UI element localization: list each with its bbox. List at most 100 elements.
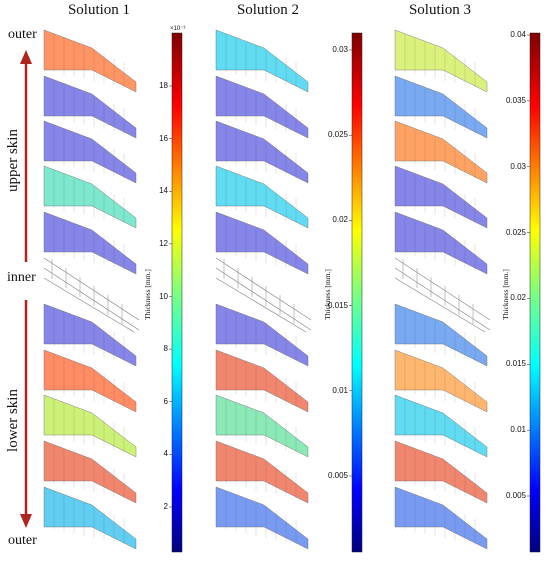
colorbar-tick-label: 0.04 [510, 30, 526, 39]
panel-surface [215, 349, 309, 413]
colorbar-2 [351, 32, 363, 553]
wing-panel-3-4 [394, 165, 488, 229]
panel-surface [43, 75, 137, 139]
colorbar-tick-label: 0.01 [510, 425, 526, 435]
panel-surface [394, 486, 488, 550]
colorbar-tick-label: 8 [163, 344, 168, 354]
panel-surface [215, 303, 309, 367]
panel-surface [394, 440, 488, 504]
wing-panel-1-8 [43, 349, 137, 413]
colorbar-tick-label: 4 [163, 449, 168, 459]
wing-panel-2-9 [215, 394, 309, 458]
label-outer-bottom: outer [8, 533, 37, 548]
colorbar-tick-label: 10 [159, 291, 168, 301]
wing-panel-1-3 [43, 120, 137, 184]
wing-panel-2-10 [215, 440, 309, 504]
colorbar-tick-label: 0.01 [332, 385, 348, 395]
label-outer-top: outer [8, 27, 37, 42]
panel-surface [215, 440, 309, 504]
wing-panel-2-3 [215, 120, 309, 184]
wing-panel-2-2 [215, 75, 309, 139]
wing-panel-1-2 [43, 75, 137, 139]
solution-1-title: Solution 1 [67, 2, 131, 18]
panel-surface [215, 29, 309, 93]
upper-arrow-head [20, 50, 32, 64]
mesh-lines [43, 257, 140, 333]
colorbar-exponent: ×10⁻³ [170, 26, 186, 32]
panel-surface [394, 394, 488, 458]
panel-surface [43, 440, 137, 504]
panel-surface [43, 303, 137, 367]
wing-panel-1-11 [43, 486, 137, 550]
wing-panel-1-4 [43, 165, 137, 229]
wing-panel-3-11 [394, 486, 488, 550]
colorbar-tick-label: 0.035 [505, 95, 526, 105]
panel-surface [394, 120, 488, 184]
wing-panel-2-11 [215, 486, 309, 550]
panel-surface [43, 394, 137, 458]
panel-surface [43, 349, 137, 413]
wing-panel-3-9 [394, 394, 488, 458]
colorbar-tick-label: 0.02 [332, 215, 348, 225]
colorbar-tick-label: 6 [163, 396, 168, 406]
wing-panel-1-7 [43, 303, 137, 367]
wing-panel-1-6 [43, 257, 140, 333]
panel-surface [43, 120, 137, 184]
colorbar-tick-label: 0.02 [510, 293, 526, 303]
wing-panel-3-7 [394, 303, 488, 367]
colorbar-tick-label: 0.03 [332, 45, 348, 54]
wing-panel-3-10 [394, 440, 488, 504]
wing-panel-3-3 [394, 120, 488, 184]
panel-surface [43, 165, 137, 229]
panel-surface [215, 75, 309, 139]
wing-panel-3-1 [394, 29, 488, 93]
wing-panel-3-6 [394, 257, 491, 333]
colorbar-tick-label: 0.005 [327, 471, 348, 480]
wing-panel-1-1 [43, 29, 137, 93]
colorbar-tick-label: 2 [163, 502, 168, 511]
mesh-lines [394, 257, 491, 333]
panel-surface [394, 211, 488, 275]
panel-surface [43, 486, 137, 550]
wing-panel-1-9 [43, 394, 137, 458]
mesh-lines [215, 257, 312, 333]
solution-2-title: Solution 2 [236, 2, 300, 18]
wing-panel-1-5 [43, 211, 137, 275]
colorbar-tick-label: 0.025 [505, 227, 526, 237]
panel-surface [394, 165, 488, 229]
panel-surface [43, 211, 137, 275]
colorbar-tick-label: 0.015 [505, 359, 526, 369]
wing-panel-3-8 [394, 349, 488, 413]
colorbar-tick-label: 0.005 [505, 491, 526, 500]
panel-surface [215, 120, 309, 184]
wing-panel-2-7 [215, 303, 309, 367]
panel-surface [43, 29, 137, 93]
colorbar-tick-label: 14 [159, 186, 168, 196]
wing-panel-2-1 [215, 29, 309, 93]
colorbar-1 [171, 32, 183, 553]
colorbar-axis-label: Thickness [mm.] [500, 269, 510, 320]
wing-panel-2-5 [215, 211, 309, 275]
wing-panel-3-5 [394, 211, 488, 275]
colorbar-axis-label: Thickness [mm.] [142, 269, 152, 320]
colorbar-tick-label: 18 [159, 81, 168, 90]
lower-arrow-head [20, 514, 32, 528]
colorbar-axis-label: Thickness [mm.] [322, 269, 332, 320]
colorbar-3 [529, 32, 541, 553]
panel-surface [394, 29, 488, 93]
panel-surface [394, 303, 488, 367]
colorbar-tick-label: 0.03 [510, 161, 526, 171]
panel-surface [215, 165, 309, 229]
wing-panel-2-8 [215, 349, 309, 413]
label-inner: inner [7, 270, 36, 285]
colorbar-tick-label: 12 [159, 238, 168, 248]
panel-surface [215, 394, 309, 458]
colorbar-tick-label: 0.015 [327, 300, 348, 310]
wing-panel-3-2 [394, 75, 488, 139]
panel-surface [394, 349, 488, 413]
solution-3-title: Solution 3 [408, 2, 472, 18]
wing-panel-2-6 [215, 257, 312, 333]
